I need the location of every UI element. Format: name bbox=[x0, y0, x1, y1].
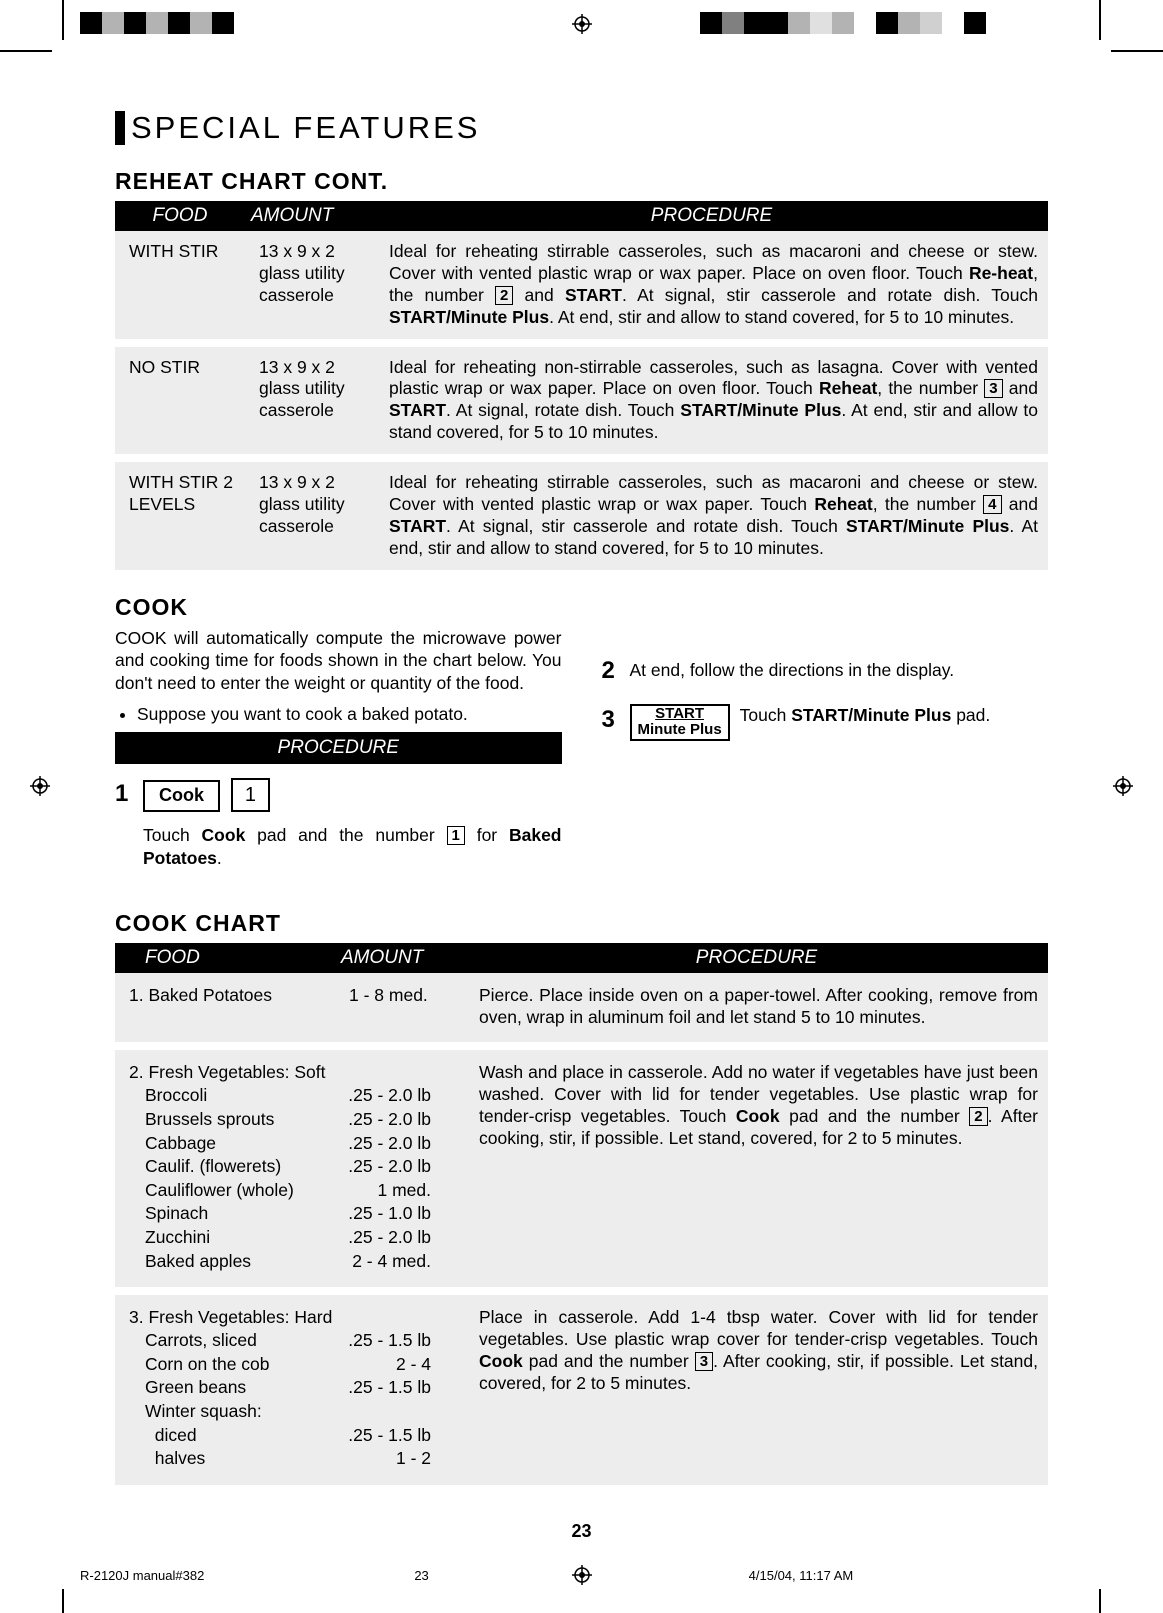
start-minute-plus-key: START Minute Plus bbox=[630, 704, 730, 741]
step-2-text: At end, follow the directions in the dis… bbox=[630, 655, 1049, 682]
cook-num-key: 1 bbox=[231, 778, 270, 812]
list-item: Winter squash: bbox=[145, 1400, 325, 1424]
list-item-amount: 1 - 2 bbox=[325, 1447, 435, 1471]
step-2-num: 2 bbox=[602, 655, 630, 686]
page-footer: R-2120J manual#382 23 4/15/04, 11:17 AM bbox=[0, 1568, 1163, 1583]
step-1-text: Touch Cook pad and the number 1 for Bake… bbox=[143, 824, 562, 870]
list-item-amount: .25 - 1.0 lb bbox=[325, 1202, 435, 1226]
table-row: 3. Fresh Vegetables: Hard Carrots, slice… bbox=[115, 1291, 1048, 1489]
list-item: Spinach bbox=[145, 1202, 325, 1226]
list-item-amount: 2 - 4 bbox=[325, 1353, 435, 1377]
list-item-amount bbox=[325, 1400, 435, 1424]
step-3-num: 3 bbox=[602, 704, 630, 735]
cook-key: Cook bbox=[143, 780, 220, 811]
header-dashes: ________________________ bbox=[480, 115, 1048, 135]
list-item-amount: 2 - 4 med. bbox=[325, 1250, 435, 1274]
list-item-amount: 1 med. bbox=[325, 1179, 435, 1203]
list-item: halves bbox=[145, 1447, 325, 1471]
amount-cell: 13 x 9 x 2 glass utility casserole bbox=[245, 231, 375, 343]
section-header: SPECIAL FEATURES _______________________… bbox=[115, 110, 1048, 146]
list-item-amount: .25 - 1.5 lb bbox=[325, 1424, 435, 1448]
list-item-amount: .25 - 1.5 lb bbox=[325, 1329, 435, 1353]
section-title: SPECIAL FEATURES bbox=[131, 110, 480, 146]
col-food: FOOD bbox=[115, 943, 335, 973]
table-row: 2. Fresh Vegetables: Soft Broccoli.25 - … bbox=[115, 1046, 1048, 1291]
cook-chart-title: COOK CHART bbox=[115, 910, 1048, 937]
cook-chart-table: FOOD AMOUNT PROCEDURE 1. Baked Potatoes … bbox=[115, 943, 1048, 1493]
veg-hard-head: 3. Fresh Vegetables: Hard bbox=[129, 1307, 455, 1329]
veg-hard-proc: Place in casserole. Add 1-4 tbsp water. … bbox=[465, 1291, 1048, 1489]
amount-cell: 13 x 9 x 2 glass utility casserole bbox=[245, 343, 375, 459]
list-item: Zucchini bbox=[145, 1226, 325, 1250]
list-item-amount: .25 - 1.5 lb bbox=[325, 1376, 435, 1400]
list-item-amount: .25 - 2.0 lb bbox=[325, 1132, 435, 1156]
list-item: Broccoli bbox=[145, 1084, 325, 1108]
col-amount: AMOUNT bbox=[245, 201, 375, 231]
col-procedure: PROCEDURE bbox=[375, 201, 1048, 231]
list-item-amount: .25 - 2.0 lb bbox=[325, 1108, 435, 1132]
cook-left-col: COOK will automatically compute the micr… bbox=[115, 627, 562, 888]
list-item: Corn on the cob bbox=[145, 1353, 325, 1377]
table-row: NO STIR13 x 9 x 2 glass utility casserol… bbox=[115, 343, 1048, 459]
food-cell: NO STIR bbox=[115, 343, 245, 459]
reheat-chart-title: REHEAT CHART CONT. bbox=[115, 168, 1048, 195]
step-1-num: 1 bbox=[115, 778, 143, 809]
footer-right: 4/15/04, 11:17 AM bbox=[749, 1568, 1083, 1583]
page-number: 23 bbox=[115, 1521, 1048, 1542]
food-cell: WITH STIR bbox=[115, 231, 245, 343]
food-cell: WITH STIR 2 LEVELS bbox=[115, 458, 245, 574]
footer-left: R-2120J manual#382 bbox=[80, 1568, 414, 1583]
list-item-amount: .25 - 2.0 lb bbox=[325, 1155, 435, 1179]
col-procedure: PROCEDURE bbox=[465, 943, 1048, 973]
veg-soft-head: 2. Fresh Vegetables: Soft bbox=[129, 1062, 455, 1084]
list-item: Carrots, sliced bbox=[145, 1329, 325, 1353]
reheat-chart-table: FOOD AMOUNT PROCEDURE WITH STIR13 x 9 x … bbox=[115, 201, 1048, 578]
procedure-header: PROCEDURE bbox=[115, 732, 562, 765]
list-item: Green beans bbox=[145, 1376, 325, 1400]
procedure-cell: Ideal for reheating non-stirrable casser… bbox=[375, 343, 1048, 459]
table-row: 1. Baked Potatoes 1 - 8 med. Pierce. Pla… bbox=[115, 973, 1048, 1047]
list-item: Cauliflower (whole) bbox=[145, 1179, 325, 1203]
list-item-amount: .25 - 2.0 lb bbox=[325, 1226, 435, 1250]
col-food: FOOD bbox=[115, 201, 245, 231]
procedure-cell: Ideal for reheating stirrable casseroles… bbox=[375, 458, 1048, 574]
list-item: Brussels sprouts bbox=[145, 1108, 325, 1132]
list-item: Cabbage bbox=[145, 1132, 325, 1156]
header-bar bbox=[115, 111, 125, 145]
table-row: WITH STIR13 x 9 x 2 glass utility casser… bbox=[115, 231, 1048, 343]
list-item: Baked apples bbox=[145, 1250, 325, 1274]
footer-mid: 23 bbox=[414, 1568, 748, 1583]
table-row: WITH STIR 2 LEVELS13 x 9 x 2 glass utili… bbox=[115, 458, 1048, 574]
procedure-cell: Ideal for reheating stirrable casseroles… bbox=[375, 231, 1048, 343]
cook-intro: COOK will automatically compute the micr… bbox=[115, 627, 562, 695]
step-3-text: Touch START/Minute Plus pad. bbox=[740, 704, 991, 727]
amount-cell: 13 x 9 x 2 glass utility casserole bbox=[245, 458, 375, 574]
cook-bullet: Suppose you want to cook a baked potato. bbox=[137, 703, 562, 726]
list-item-amount: .25 - 2.0 lb bbox=[325, 1084, 435, 1108]
veg-soft-proc: Wash and place in casserole. Add no wate… bbox=[465, 1046, 1048, 1291]
cook-title: COOK bbox=[115, 594, 1048, 621]
list-item: Caulif. (flowerets) bbox=[145, 1155, 325, 1179]
col-amount: AMOUNT bbox=[335, 943, 465, 973]
list-item: diced bbox=[145, 1424, 325, 1448]
cook-right-col: 2 At end, follow the directions in the d… bbox=[602, 627, 1049, 888]
